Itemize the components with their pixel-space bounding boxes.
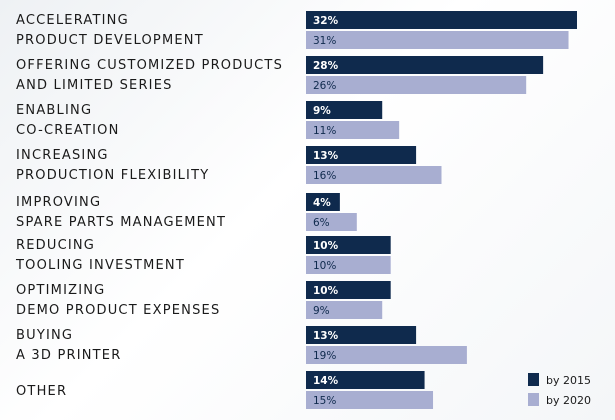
value-label-2020: 6%: [313, 217, 330, 229]
bar-2020: [306, 301, 383, 319]
category-label-line: CO-CREATION: [16, 123, 120, 138]
category-label-line: AND LIMITED SERIES: [16, 78, 173, 93]
bar-2015: [306, 11, 577, 29]
value-label-2020: 10%: [313, 260, 336, 272]
category-label: INCREASING PRODUCTION FLEXIBILITY: [16, 148, 209, 183]
category-label-line: OTHER: [16, 384, 67, 399]
bar-2020: [306, 121, 400, 139]
value-label-2015: 9%: [313, 105, 331, 117]
category-label: OPTIMIZING DEMO PRODUCT EXPENSES: [16, 283, 220, 318]
category-label-line: IMPROVING: [16, 195, 101, 210]
bar-2020: [306, 256, 391, 274]
value-label-2015: 10%: [313, 240, 339, 252]
value-label-2015: 13%: [313, 150, 339, 162]
legend-swatch: [528, 393, 539, 406]
value-label-2015: 13%: [313, 330, 339, 342]
bar-2020: [306, 166, 442, 184]
value-label-2015: 14%: [313, 375, 339, 387]
bar-2020: [306, 391, 434, 409]
bar-2015: [306, 146, 417, 164]
category-label-line: SPARE PARTS MANAGEMENT: [16, 215, 226, 230]
bar-2015: [306, 236, 391, 254]
bar-2020: [306, 76, 527, 94]
category-labels: ACCELERATING PRODUCT DEVELOPMENT OFFERING …: [15, 13, 283, 399]
category-label: IMPROVING SPARE PARTS MANAGEMENT: [16, 195, 226, 230]
category-label-line: TOOLING INVESTMENT: [15, 258, 185, 273]
category-label-line: BUYING: [16, 328, 73, 343]
category-label: BUYING A 3D PRINTER: [16, 328, 121, 363]
legend: by 2015 by 2020: [528, 373, 591, 407]
bar-2015: [306, 56, 544, 74]
category-label-line: OPTIMIZING: [16, 283, 105, 298]
category-label-line: ENABLING: [16, 103, 92, 118]
value-label-2020: 15%: [313, 395, 336, 407]
category-label-line: PRODUCT DEVELOPMENT: [16, 33, 204, 48]
category-label: REDUCING TOOLING INVESTMENT: [15, 238, 185, 273]
category-label-line: A 3D PRINTER: [16, 348, 121, 363]
bar-2020: [306, 346, 467, 364]
value-label-2020: 11%: [313, 125, 336, 137]
value-label-2020: 9%: [313, 305, 330, 317]
bar-2015: [306, 101, 383, 119]
bar-2015: [306, 326, 417, 344]
value-label-2020: 19%: [313, 350, 336, 362]
legend-label: by 2015: [546, 374, 591, 387]
bar-2020: [306, 213, 357, 231]
value-label-2015: 32%: [313, 15, 339, 27]
value-label-2015: 10%: [313, 285, 339, 297]
category-label-line: DEMO PRODUCT EXPENSES: [16, 303, 220, 318]
value-label-2020: 26%: [313, 80, 336, 92]
bar-2015: [306, 193, 340, 211]
bar-2015: [306, 281, 391, 299]
category-label-line: PRODUCTION FLEXIBILITY: [16, 168, 209, 183]
category-label-line: ACCELERATING: [16, 13, 129, 28]
value-label-2020: 16%: [313, 170, 336, 182]
category-label: OFFERING CUSTOMIZED PRODUCTS AND LIMITED …: [16, 58, 283, 93]
value-label-2015: 28%: [313, 60, 339, 72]
legend-label: by 2020: [546, 394, 591, 407]
value-label-2020: 31%: [313, 35, 336, 47]
legend-swatch: [528, 373, 539, 386]
category-label-line: INCREASING: [16, 148, 109, 163]
category-label-line: OFFERING CUSTOMIZED PRODUCTS: [16, 58, 283, 73]
bars: 32% 31% 28% 26% 9% 11% 13% 16% 4% 6% 10% 10% 10% 9% 13…: [306, 11, 577, 409]
category-label: ACCELERATING PRODUCT DEVELOPMENT: [16, 13, 204, 48]
category-label: OTHER: [16, 384, 67, 399]
bar-2015: [306, 371, 425, 389]
value-label-2015: 4%: [313, 197, 331, 209]
bar-2020: [306, 31, 569, 49]
category-label: ENABLING CO-CREATION: [16, 103, 120, 138]
category-label-line: REDUCING: [16, 238, 95, 253]
